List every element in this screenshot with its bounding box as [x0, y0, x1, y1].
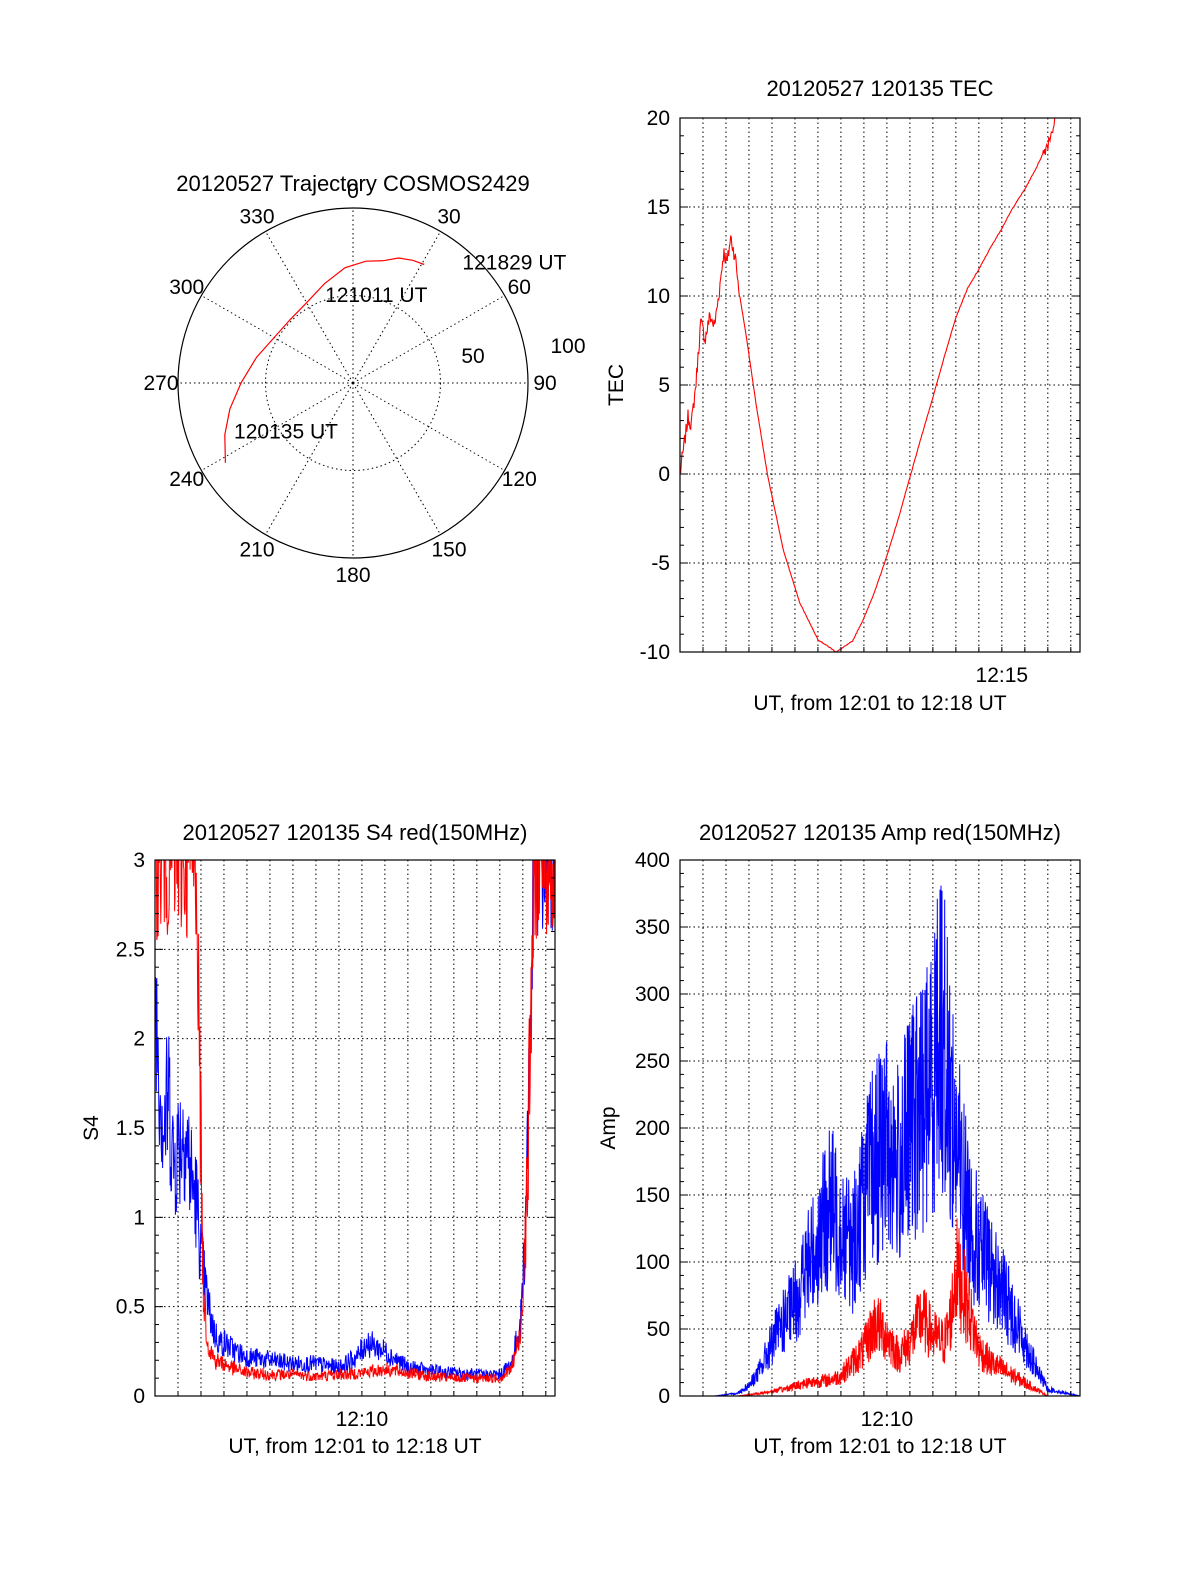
- series-line-red: [155, 860, 555, 1384]
- y-tick-label: 15: [647, 196, 670, 219]
- y-tick-label: 200: [635, 1117, 670, 1140]
- polar-azimuth-label: 150: [431, 538, 466, 561]
- y-tick-label: 3: [133, 849, 145, 872]
- s4-series: [155, 860, 555, 1384]
- polar-azimuth-label: 120: [502, 468, 537, 491]
- series-line-red: [680, 1218, 1080, 1396]
- polar-spoke: [265, 382, 354, 535]
- y-tick-label: 300: [635, 983, 670, 1006]
- polar-azimuth-label: 330: [239, 206, 274, 229]
- amp-ticks: 0 50 100 150 200 250 300 350 400 12:10: [635, 849, 1080, 1431]
- polar-radius-label: 50: [461, 345, 484, 368]
- polar-azimuth-label: 300: [169, 276, 204, 299]
- trajectory-annotation: 120135 UT: [234, 420, 338, 443]
- polar-azimuth-label: 240: [169, 468, 204, 491]
- polar-radius-label: 100: [550, 335, 585, 358]
- polar-spoke: [352, 295, 505, 384]
- polar-ring-50: [265, 295, 441, 471]
- s4-xlabel: UT, from 12:01 to 12:18 UT: [228, 1435, 481, 1458]
- tec-series: [680, 118, 1056, 652]
- tec-title: 20120527 120135 TEC: [766, 76, 993, 101]
- series-clip-group: [680, 885, 1080, 1396]
- trajectory-annotation: 121011 UT: [325, 284, 428, 307]
- trajectory-annotation: 121829 UT: [462, 252, 566, 275]
- polar-title: 20120527 Trajectory COSMOS2429: [176, 171, 529, 196]
- s4-title: 20120527 120135 S4 red(150MHz): [183, 820, 528, 845]
- amp-title: 20120527 120135 Amp red(150MHz): [699, 820, 1061, 845]
- polar-azimuth-label: 30: [437, 206, 460, 229]
- y-tick-label: 5: [658, 374, 670, 397]
- x-tick-label: 12:10: [861, 1408, 914, 1431]
- y-tick-label: 20: [647, 107, 670, 130]
- y-tick-label: 10: [647, 285, 670, 308]
- polar-azimuth-label: 90: [533, 372, 556, 395]
- series-line-blue: [155, 860, 555, 1382]
- amp-ylabel: Amp: [597, 1106, 620, 1149]
- amp-chart: 20120527 120135 Amp red(150MHz) 0 50 100 15…: [597, 820, 1081, 1458]
- y-tick-label: -5: [651, 552, 670, 575]
- s4-grid: [155, 860, 555, 1396]
- y-tick-label: -10: [640, 641, 670, 664]
- y-tick-label: 0: [658, 463, 670, 486]
- trajectory-line: [224, 257, 425, 463]
- polar-series: [224, 257, 425, 463]
- s4-ylabel: S4: [80, 1115, 103, 1141]
- y-tick-label: 0: [658, 1385, 670, 1408]
- series-clip-group: [680, 118, 1056, 652]
- y-tick-label: 0.5: [116, 1296, 145, 1319]
- y-tick-label: 350: [635, 916, 670, 939]
- polar-azimuth-label: 60: [508, 276, 531, 299]
- tec-ticks: -10 -5 0 5 10 15 20 12:15: [640, 107, 1080, 687]
- tec-grid: [680, 118, 1080, 652]
- series-clip-group: [155, 860, 555, 1384]
- polar-azimuth-label: 0: [347, 180, 359, 203]
- y-tick-label: 150: [635, 1184, 670, 1207]
- y-tick-label: 50: [647, 1318, 670, 1341]
- y-tick-label: 1.5: [116, 1117, 145, 1140]
- polar-azimuth-label: 210: [239, 538, 274, 561]
- x-tick-label: 12:10: [336, 1408, 389, 1431]
- polar-azimuth-label: 180: [335, 564, 370, 587]
- s4-ticks: 0 0.5 1 1.5 2 2.5 3 12:10: [116, 849, 555, 1431]
- tec-ylabel: TEC: [605, 364, 628, 406]
- y-tick-label: 1: [133, 1206, 145, 1229]
- y-tick-label: 0: [133, 1385, 145, 1408]
- series-line-blue: [680, 885, 1080, 1396]
- tec-xlabel: UT, from 12:01 to 12:18 UT: [753, 692, 1006, 715]
- polar-grid: [178, 208, 528, 558]
- y-tick-label: 100: [635, 1251, 670, 1274]
- y-tick-label: 2.5: [116, 938, 145, 961]
- polar-outer-circle: [177, 207, 529, 559]
- polar-spoke: [352, 231, 441, 384]
- trajectory-polar-plot: 20120527 Trajectory COSMOS2429 0 30 60 90 12…: [143, 171, 585, 587]
- series-line-red: [680, 118, 1056, 652]
- amp-xlabel: UT, from 12:01 to 12:18 UT: [753, 1435, 1006, 1458]
- amp-series: [680, 885, 1080, 1396]
- x-tick-label: 12:15: [976, 664, 1029, 687]
- polar-azimuth-label: 270: [143, 372, 178, 395]
- s4-chart: 20120527 120135 S4 red(150MHz) 0 0.5 1 1.5 2…: [80, 820, 556, 1458]
- y-tick-label: 2: [133, 1028, 145, 1051]
- polar-labels: 0 30 60 90 120 150 180 210 240 270 300 330 50 100 1218…: [143, 180, 585, 587]
- y-tick-label: 250: [635, 1050, 670, 1073]
- y-tick-label: 400: [635, 849, 670, 872]
- tec-chart: 20120527 120135 TEC -10 -5 0 5 10 15 20 12:15 U…: [605, 76, 1081, 715]
